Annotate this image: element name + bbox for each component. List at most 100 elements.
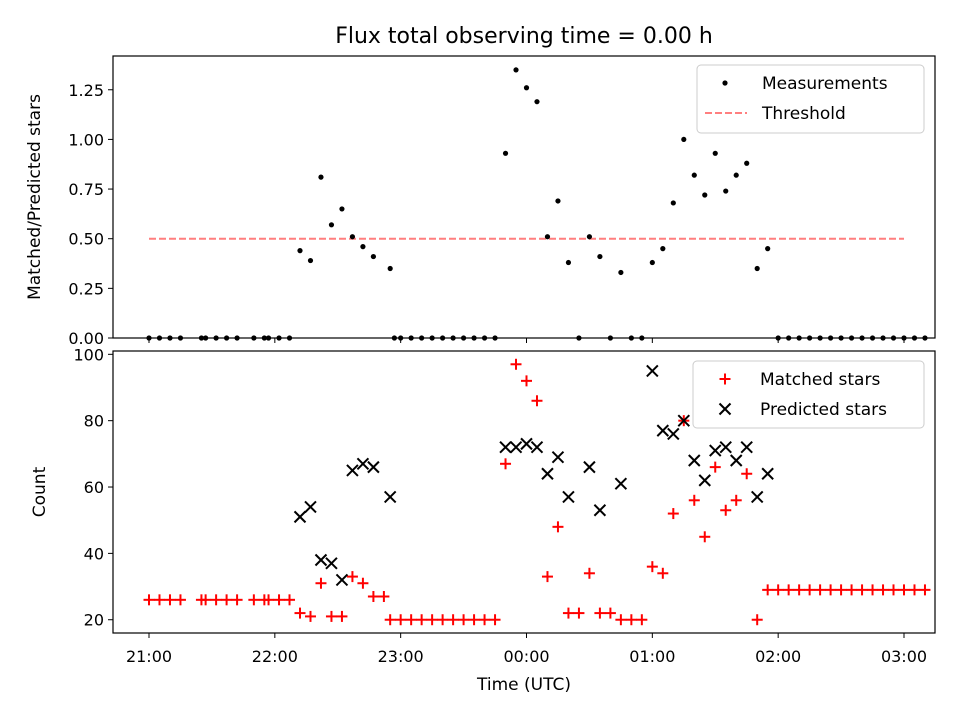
predicted-point-b (688, 454, 701, 467)
predicted-point (688, 454, 701, 467)
predicted-point-b (551, 450, 565, 464)
top-legend-box (696, 64, 925, 134)
matched-point (908, 584, 920, 596)
measurement-point (618, 269, 624, 276)
predicted-point (730, 454, 743, 467)
predicted-point-b (583, 460, 596, 474)
predicted-point-b (293, 510, 307, 524)
predicted-point (750, 490, 764, 504)
matched-point (646, 561, 658, 573)
bottom-y-axis: 20 40 60 80 100 (73, 345, 113, 630)
top-y-tick-label: 0.00 (68, 329, 104, 348)
measurement-point (586, 234, 593, 240)
matched-point (604, 607, 616, 619)
matched-point (500, 458, 512, 470)
matched-point (573, 607, 585, 619)
legend-plus (719, 373, 731, 385)
matched-point (405, 614, 417, 626)
matched-point (825, 584, 837, 596)
predicted-point-b (614, 477, 628, 490)
predicted-point-b (304, 500, 317, 514)
bottom-panel: 20 40 60 80 100 21:00 22:00 23:00 00:00 01:00 02:… (30, 345, 936, 695)
predicted-point (646, 364, 659, 378)
predicted-point-b (383, 490, 397, 504)
predicted-point-b (646, 364, 659, 378)
matched-point (304, 610, 316, 622)
measurement-point (534, 99, 540, 105)
top-y-label: Matched/Predicted stars (25, 94, 45, 300)
bottom-y-tick-label: 80 (84, 412, 104, 431)
predicted-point-b (719, 441, 732, 454)
measurement-point (712, 150, 718, 156)
measurement-point (307, 257, 314, 264)
matched-point (856, 584, 868, 596)
matched-point (384, 614, 396, 626)
matched-point (814, 584, 826, 596)
matched-point (888, 584, 900, 596)
predicted-point-b (750, 490, 764, 504)
matched-point (793, 584, 805, 596)
matched-point (730, 494, 742, 506)
measurement-point (597, 253, 603, 260)
matched-point (835, 584, 847, 596)
predicted-point (677, 414, 690, 427)
measurement-point (660, 246, 666, 252)
matched-point (667, 508, 679, 520)
predicted-point (509, 441, 523, 454)
predicted-point-b (499, 441, 512, 454)
top-y-axis: 0.00 0.25 0.50 0.75 1.00 1.25 (68, 81, 113, 348)
matched-point (378, 591, 390, 603)
predicted-point (562, 490, 575, 504)
matched-point (521, 375, 532, 387)
predicted-point (719, 441, 732, 454)
measurement-point (513, 67, 519, 73)
matched-point (615, 614, 627, 626)
matched-point (552, 521, 564, 533)
top-legend: Measurements Threshold (696, 64, 925, 134)
matched-point (357, 577, 369, 589)
predicted-point (335, 573, 349, 587)
matched-point (846, 584, 858, 596)
measurement-point (349, 234, 356, 240)
predicted-point-b (520, 437, 533, 451)
measurement-point (649, 259, 655, 266)
matched-point (325, 610, 337, 622)
matched-point (720, 504, 732, 516)
matched-point (636, 614, 648, 626)
predicted-point (530, 441, 544, 454)
predicted-point (667, 427, 680, 441)
matched-point (416, 614, 428, 626)
measurement-point (387, 265, 393, 272)
predicted-point-b (562, 490, 575, 504)
predicted-point-b (541, 467, 554, 480)
predicted-point (367, 460, 380, 474)
predicted-point (551, 450, 565, 464)
top-x-ticks (148, 338, 905, 343)
predicted-point (761, 467, 774, 480)
top-y-tick-label: 1.00 (68, 130, 104, 149)
predicted-point (698, 474, 711, 487)
matched-point (231, 594, 243, 606)
measurement-point (502, 150, 509, 156)
top-axes-frame (112, 55, 936, 339)
matched-point (867, 584, 879, 596)
measurement-point (723, 188, 729, 194)
predicted-point-b (730, 454, 743, 467)
matched-point (751, 614, 763, 626)
measurement-point (555, 198, 561, 204)
legend-matched-label: Matched stars (760, 370, 880, 390)
matched-point (688, 494, 700, 506)
predicted-point (383, 490, 397, 504)
x-tick-label: 21:00 (126, 647, 172, 666)
predicted-point-b (314, 553, 328, 567)
matched-point (709, 461, 721, 473)
bottom-y-tick-label: 20 (84, 611, 104, 630)
matched-point (153, 594, 165, 606)
measurement-point (733, 172, 739, 178)
matched-point (741, 468, 753, 480)
x-tick-label: 23:00 (378, 647, 424, 666)
x-tick-label: 03:00 (881, 647, 927, 666)
matched-point (458, 614, 470, 626)
measurement-point (523, 85, 530, 91)
matched-point (221, 594, 233, 606)
